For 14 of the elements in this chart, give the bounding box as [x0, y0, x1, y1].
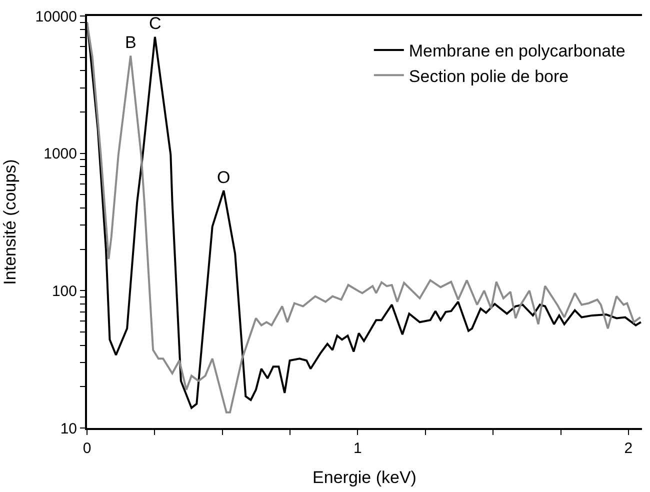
annotation: O: [217, 168, 230, 187]
y-tick-label: 1000: [44, 146, 77, 163]
annotation: B: [125, 33, 136, 52]
y-tick-label: 100: [52, 282, 77, 300]
x-axis-title: Energie (keV): [312, 468, 416, 487]
x-tick-label: 1: [354, 440, 362, 457]
x-tick-label: 0: [82, 440, 92, 457]
y-axis-title: Intensité (coups): [0, 159, 20, 285]
legend-label: Section polie de bore: [408, 66, 569, 86]
annotation: C: [149, 14, 162, 33]
y-tick-label: 10: [60, 420, 77, 438]
y-tick-label: 10000: [35, 8, 77, 26]
x-tick-label: 2: [624, 440, 633, 457]
legend-label: Membrane en polycarbonate: [408, 42, 626, 61]
